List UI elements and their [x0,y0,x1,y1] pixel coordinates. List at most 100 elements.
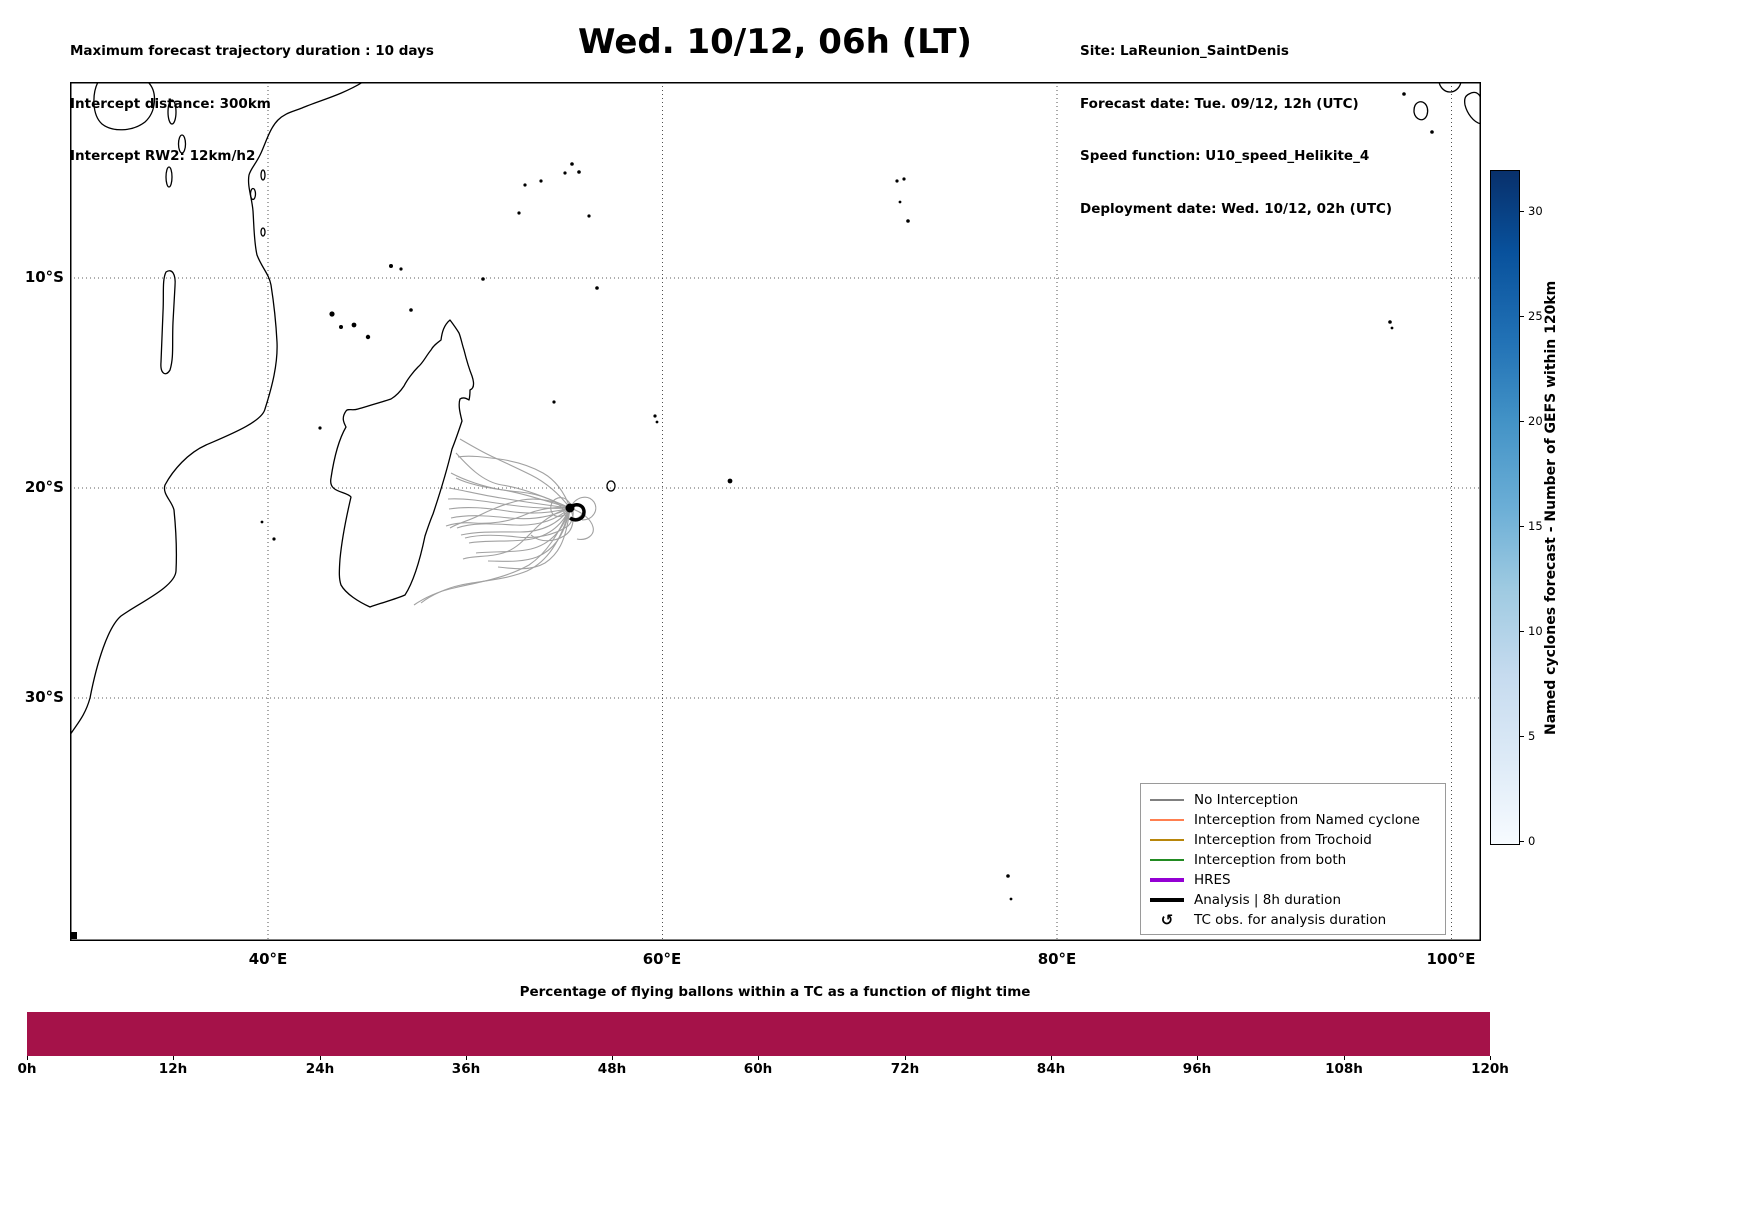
pemba-island [260,169,266,181]
flight-tick-84h: 84h [1036,1061,1066,1077]
colorbar-tick-30: 30 [1528,204,1543,218]
legend-item-named-cyclone: Interception from Named cyclone [1150,810,1437,830]
map-legend: No Interception Interception from Named … [1140,783,1446,935]
zanzibar-island [249,187,257,201]
deployment-date-text: Deployment date: Wed. 10/12, 02h (UTC) [1080,200,1393,217]
header-left-params: Maximum forecast trajectory duration : 1… [70,8,434,183]
nias-island [1413,101,1429,121]
lat-tick-10s: 10°S [24,268,64,286]
legend-label: TC obs. for analysis duration [1194,912,1387,928]
flight-tickmark [466,1056,467,1060]
legend-label: Interception from Trochoid [1194,832,1372,848]
flight-tickmark [612,1056,613,1060]
page-title: Wed. 10/12, 06h (LT) [578,22,972,62]
flight-tick-36h: 36h [451,1061,481,1077]
lon-tick-40e: 40°E [248,950,288,968]
intercept-rw2-text: Intercept RW2: 12km/h2 [70,148,256,164]
map-canvas [69,81,1482,941]
trajectory-lines [413,438,597,606]
africa-coast [69,81,364,736]
flight-tickmark [1490,1056,1491,1060]
lake-malawi [160,270,176,375]
flight-tick-24h: 24h [305,1061,335,1077]
flight-tickmark [27,1056,28,1060]
flight-tick-72h: 72h [890,1061,920,1077]
colorbar-tickmark [1520,316,1524,317]
lat-tick-30s: 30°S [24,688,64,706]
mafia-island [260,227,266,237]
trajectory-map [69,81,1482,941]
small-island-dots [71,92,1434,939]
colorbar-tick-5: 5 [1528,729,1536,743]
colorbar-tick-25: 25 [1528,309,1543,323]
flight-tickmark [1197,1056,1198,1060]
rift-lake [165,166,173,188]
colorbar-tick-20: 20 [1528,414,1543,428]
map-frame [70,82,1481,941]
flight-time-chart-title: Percentage of flying ballons within a TC… [519,984,1031,1000]
intercept-distance-text: Intercept distance: 300km [70,95,271,112]
colorbar-tickmark [1520,526,1524,527]
flight-tickmark [1344,1056,1345,1060]
legend-label: Analysis | 8h duration [1194,892,1341,908]
legend-item-analysis: Analysis | 8h duration [1150,890,1437,910]
lon-tick-60e: 60°E [642,950,682,968]
flight-tick-0h: 0h [17,1061,37,1077]
coastlines [69,81,1482,736]
legend-item-trochoid: Interception from Trochoid [1150,830,1437,850]
lat-tick-20s: 20°S [24,478,64,496]
sumatra-coast [1463,91,1482,125]
rift-lake [177,134,187,154]
flight-tick-12h: 12h [158,1061,188,1077]
colorbar-axis-label: Named cyclones forecast - Number of GEFS… [1543,280,1559,735]
olive-line-sample [1150,839,1184,841]
colorbar-tickmark [1520,631,1524,632]
flight-tickmark [320,1056,321,1060]
orange-line-sample [1150,819,1184,821]
flight-tick-48h: 48h [597,1061,627,1077]
legend-label: Interception from Named cyclone [1194,812,1420,828]
legend-label: Interception from both [1194,852,1347,868]
gray-line-sample [1150,799,1184,801]
madagascar-coast [330,319,475,608]
forecast-date-text: Forecast date: Tue. 09/12, 12h (UTC) [1080,95,1359,112]
colorbar-tick-10: 10 [1528,624,1543,638]
lon-tick-80e: 80°E [1037,950,1077,968]
analysis-trajectory [568,503,586,522]
mauritius-island [606,480,616,492]
lon-tick-100e: 100°E [1426,950,1476,968]
colorbar-tickmark [1520,736,1524,737]
tc-obs-rotation-icon: ↺ [1160,910,1174,929]
flight-time-bar [27,1012,1490,1056]
header-right-params: Site: LaReunion_SaintDenis Forecast date… [1080,8,1392,236]
flight-tickmark [758,1056,759,1060]
flight-tickmark [173,1056,174,1060]
flight-tickmark [905,1056,906,1060]
green-line-sample [1150,859,1184,861]
rift-lake [167,99,177,125]
legend-item-no-interception: No Interception [1150,790,1437,810]
legend-label: HRES [1194,872,1231,888]
colorbar-tick-0: 0 [1528,834,1536,848]
flight-tickmark [1051,1056,1052,1060]
lake-victoria [93,81,156,131]
colorbar-tick-15: 15 [1528,519,1543,533]
legend-label: No Interception [1194,792,1299,808]
speed-function-text: Speed function: U10_speed_Helikite_4 [1080,148,1370,164]
max-duration-text: Maximum forecast trajectory duration : 1… [70,43,434,59]
colorbar-tickmark [1520,421,1524,422]
flight-tick-108h: 108h [1325,1061,1363,1077]
flight-tick-96h: 96h [1182,1061,1212,1077]
flight-tick-120h: 120h [1471,1061,1509,1077]
colorbar-gradient [1490,170,1520,845]
black-line-sample [1150,898,1184,902]
deployment-site-marker [565,503,575,513]
legend-item-hres: HRES [1150,870,1437,890]
legend-item-tc-obs: ↺ TC obs. for analysis duration [1150,910,1437,930]
colorbar-tickmark [1520,841,1524,842]
sumatra-coast [1438,81,1462,93]
flight-tick-60h: 60h [743,1061,773,1077]
site-text: Site: LaReunion_SaintDenis [1080,43,1289,59]
purple-line-sample [1150,878,1184,882]
legend-item-both: Interception from both [1150,850,1437,870]
